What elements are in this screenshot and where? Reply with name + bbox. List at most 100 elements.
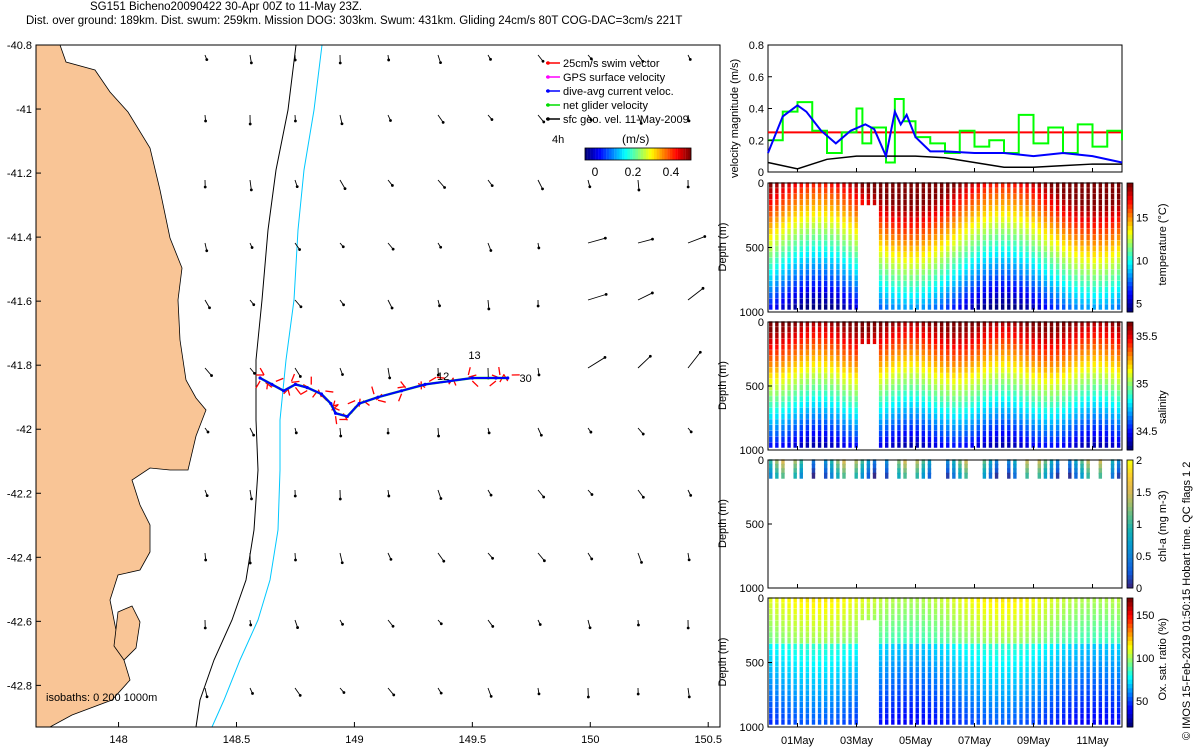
salinity-cell — [994, 436, 999, 442]
temperature-cell — [891, 286, 895, 293]
temperature-cell — [1104, 193, 1109, 200]
temperature-cell — [1049, 182, 1054, 188]
salinity-cell — [994, 321, 999, 327]
temperature-cell — [939, 246, 944, 252]
oxygen-cell — [805, 661, 810, 667]
salinity-cell — [1000, 384, 1005, 391]
map-colorbar-cell — [683, 148, 686, 160]
salinity-cell — [1104, 344, 1109, 350]
oxygen-cell — [787, 608, 791, 615]
salinity-cell — [939, 355, 944, 362]
salinity-cell — [1007, 367, 1011, 373]
oxygen-cell — [1037, 690, 1042, 696]
oxygen-cell — [1110, 643, 1115, 650]
sfc-geo-vel-arrow — [687, 287, 704, 301]
oxygen-cell — [891, 614, 895, 621]
oxygen-cell — [781, 684, 785, 690]
temperature-cell — [909, 275, 913, 281]
oxygen-cell — [1104, 713, 1109, 719]
temperature-y-tick-label: 0 — [758, 178, 764, 190]
track-point — [293, 382, 298, 386]
temperature-cell — [1055, 275, 1060, 281]
chlorophyll-colorbar-cell — [1127, 502, 1133, 508]
salinity-cell — [817, 442, 822, 448]
salinity-cell — [842, 378, 846, 385]
chlorophyll-cell — [927, 472, 932, 479]
oxygen-cell — [848, 632, 852, 638]
temperature-cell — [958, 286, 962, 293]
temperature-cell — [799, 263, 803, 270]
oxygen-cell — [915, 620, 919, 627]
temperature-cell — [1013, 188, 1017, 194]
salinity-cell — [1074, 396, 1078, 402]
temperature-cell — [1062, 234, 1066, 241]
oxygen-cell — [970, 701, 974, 708]
oxygen-cell — [823, 695, 828, 702]
swim-vector — [498, 366, 501, 376]
salinity-cell — [1104, 332, 1109, 339]
oxygen-cell — [805, 707, 810, 714]
salinity-cell — [1110, 413, 1115, 419]
salinity-cell — [946, 378, 950, 385]
temperature-cell — [878, 286, 883, 293]
oxygen-cell — [836, 661, 840, 667]
salinity-cell — [1037, 321, 1042, 327]
chlorophyll-cell — [946, 459, 950, 466]
chlorophyll-cell — [897, 463, 901, 470]
salinity-cell — [933, 361, 938, 368]
temperature-cell — [787, 269, 791, 275]
temperature-cell — [1055, 280, 1060, 287]
salinity-cell — [1025, 384, 1029, 391]
temperature-cell — [805, 280, 810, 287]
oxygen-cell — [1000, 713, 1005, 719]
temperature-cell — [775, 182, 779, 188]
salinity-cell — [952, 378, 956, 385]
oxygen-cell — [933, 608, 938, 615]
temperature-cell — [1062, 222, 1066, 229]
salinity-cell — [878, 327, 883, 333]
sfc-geo-vel-arrowhead — [205, 249, 209, 253]
salinity-cell — [1049, 396, 1054, 402]
oxygen-cell — [1055, 719, 1060, 725]
temperature-cell — [994, 182, 999, 188]
temperature-cell — [823, 246, 828, 252]
salinity-cell — [909, 442, 913, 448]
chlorophyll-cell — [1068, 468, 1072, 475]
salinity-cell — [976, 367, 980, 373]
oxygen-cell — [1068, 695, 1072, 702]
temperature-cell — [799, 257, 803, 264]
oxygen-cell — [927, 672, 932, 679]
oxygen-cell — [921, 690, 926, 696]
salinity-cell — [775, 407, 779, 414]
map-colorbar-cell — [672, 148, 676, 160]
sfc-geo-vel-arrowhead — [489, 493, 493, 497]
sfc-geo-vel-arrowhead — [487, 431, 491, 435]
temperature-cell — [817, 280, 822, 287]
oxygen-cell — [1110, 637, 1115, 644]
temperature-cell — [964, 199, 968, 206]
chlorophyll-cell — [842, 468, 846, 475]
salinity-cell — [1043, 430, 1048, 437]
oxygen-cell — [976, 649, 980, 656]
salinity-colorbar-cell — [1127, 347, 1133, 353]
oxygen-cell — [1049, 672, 1054, 679]
oxygen-cell — [1086, 684, 1090, 690]
temperature-cell — [811, 234, 816, 241]
temperature-cell — [1086, 292, 1090, 299]
oxygen-cell — [988, 608, 993, 615]
oxygen-cell — [1074, 678, 1078, 685]
oxygen-cell — [872, 614, 877, 621]
oxygen-cell — [775, 655, 779, 661]
temperature-cell — [976, 217, 980, 223]
temperature-cell — [878, 193, 883, 200]
temperature-cell — [1019, 257, 1023, 264]
oxygen-cell — [823, 637, 828, 644]
temperature-cell — [1074, 222, 1078, 229]
oxygen-cell — [1043, 661, 1048, 667]
salinity-cell — [1007, 373, 1011, 379]
temperature-cell — [964, 275, 968, 281]
temperature-cell — [842, 286, 846, 293]
salinity-cell — [1049, 367, 1054, 373]
temperature-cell — [921, 275, 926, 281]
